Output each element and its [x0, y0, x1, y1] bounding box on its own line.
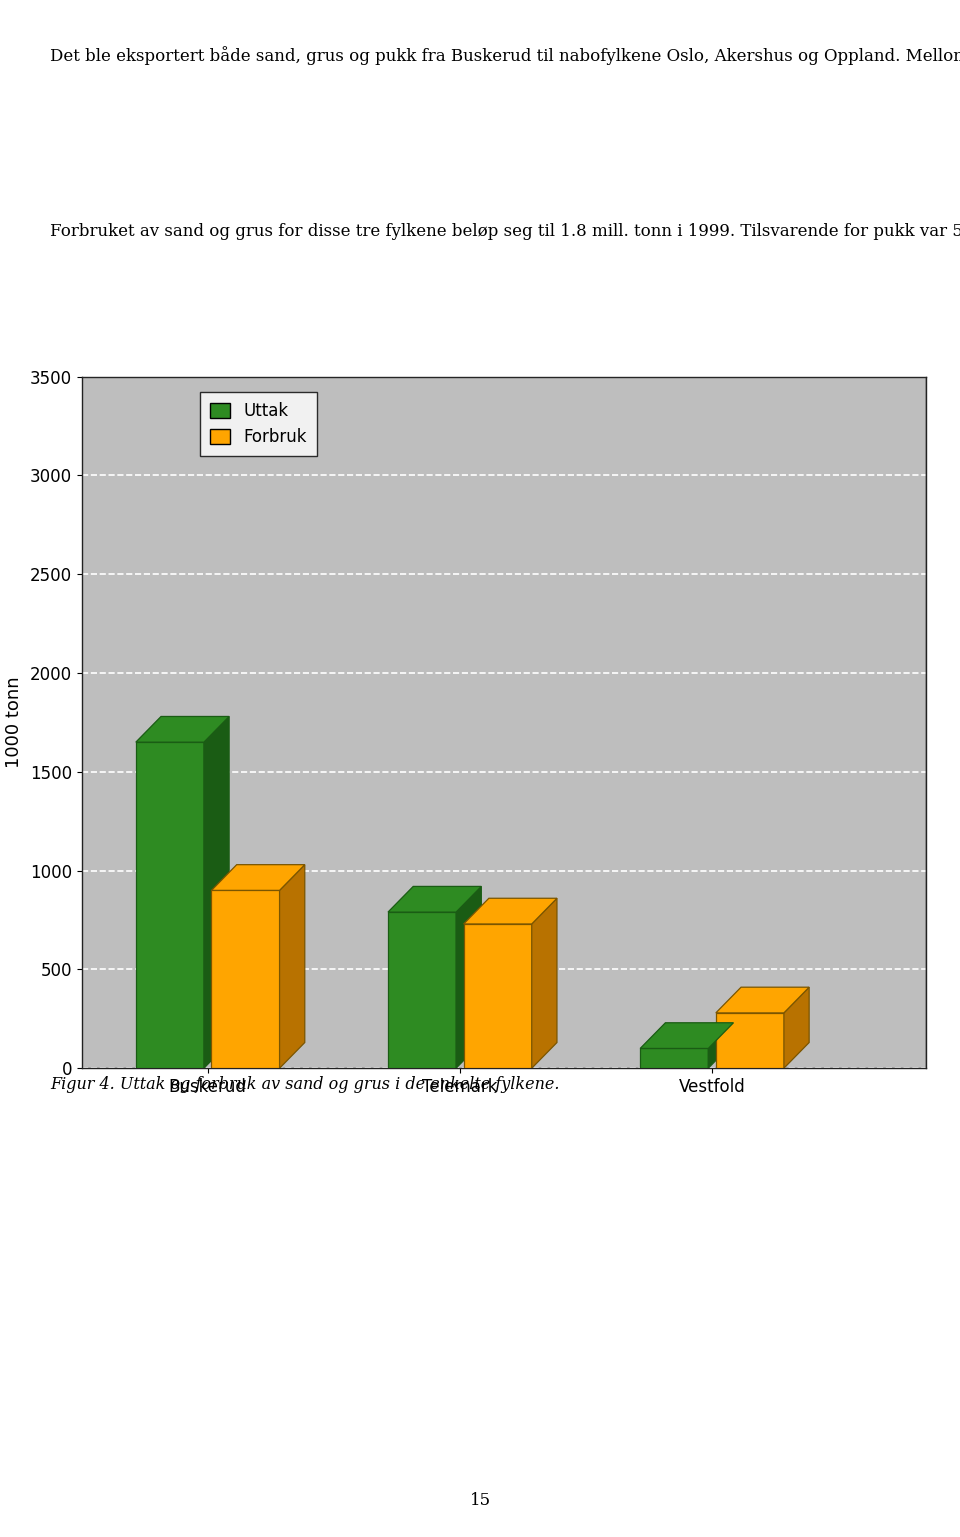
Polygon shape — [211, 890, 279, 1068]
Y-axis label: 1000 tonn: 1000 tonn — [5, 676, 23, 768]
Polygon shape — [456, 887, 481, 1068]
Polygon shape — [532, 898, 557, 1068]
Text: Forbruket av sand og grus for disse tre fylkene beløp seg til 1.8 mill. tonn i 1: Forbruket av sand og grus for disse tre … — [50, 223, 960, 240]
Polygon shape — [464, 924, 532, 1068]
Legend: Uttak, Forbruk: Uttak, Forbruk — [200, 392, 317, 456]
Polygon shape — [640, 1022, 733, 1048]
Polygon shape — [464, 898, 557, 924]
Polygon shape — [716, 1013, 784, 1068]
Polygon shape — [388, 887, 481, 911]
Polygon shape — [640, 1048, 708, 1068]
Text: Det ble eksportert både sand, grus og pukk fra Buskerud til nabofylkene Oslo, Ak: Det ble eksportert både sand, grus og pu… — [50, 46, 960, 65]
Polygon shape — [135, 716, 229, 742]
Text: Figur 4. Uttak og forbruk av sand og grus i de enkelte fylkene.: Figur 4. Uttak og forbruk av sand og gru… — [50, 1076, 560, 1093]
Polygon shape — [82, 350, 951, 377]
Text: 15: 15 — [469, 1492, 491, 1509]
Polygon shape — [716, 987, 809, 1013]
Polygon shape — [211, 865, 304, 890]
Polygon shape — [784, 987, 809, 1068]
Polygon shape — [388, 911, 456, 1068]
Polygon shape — [135, 742, 204, 1068]
Polygon shape — [279, 865, 304, 1068]
Polygon shape — [708, 1022, 733, 1068]
Polygon shape — [926, 350, 951, 1068]
Polygon shape — [204, 716, 229, 1068]
